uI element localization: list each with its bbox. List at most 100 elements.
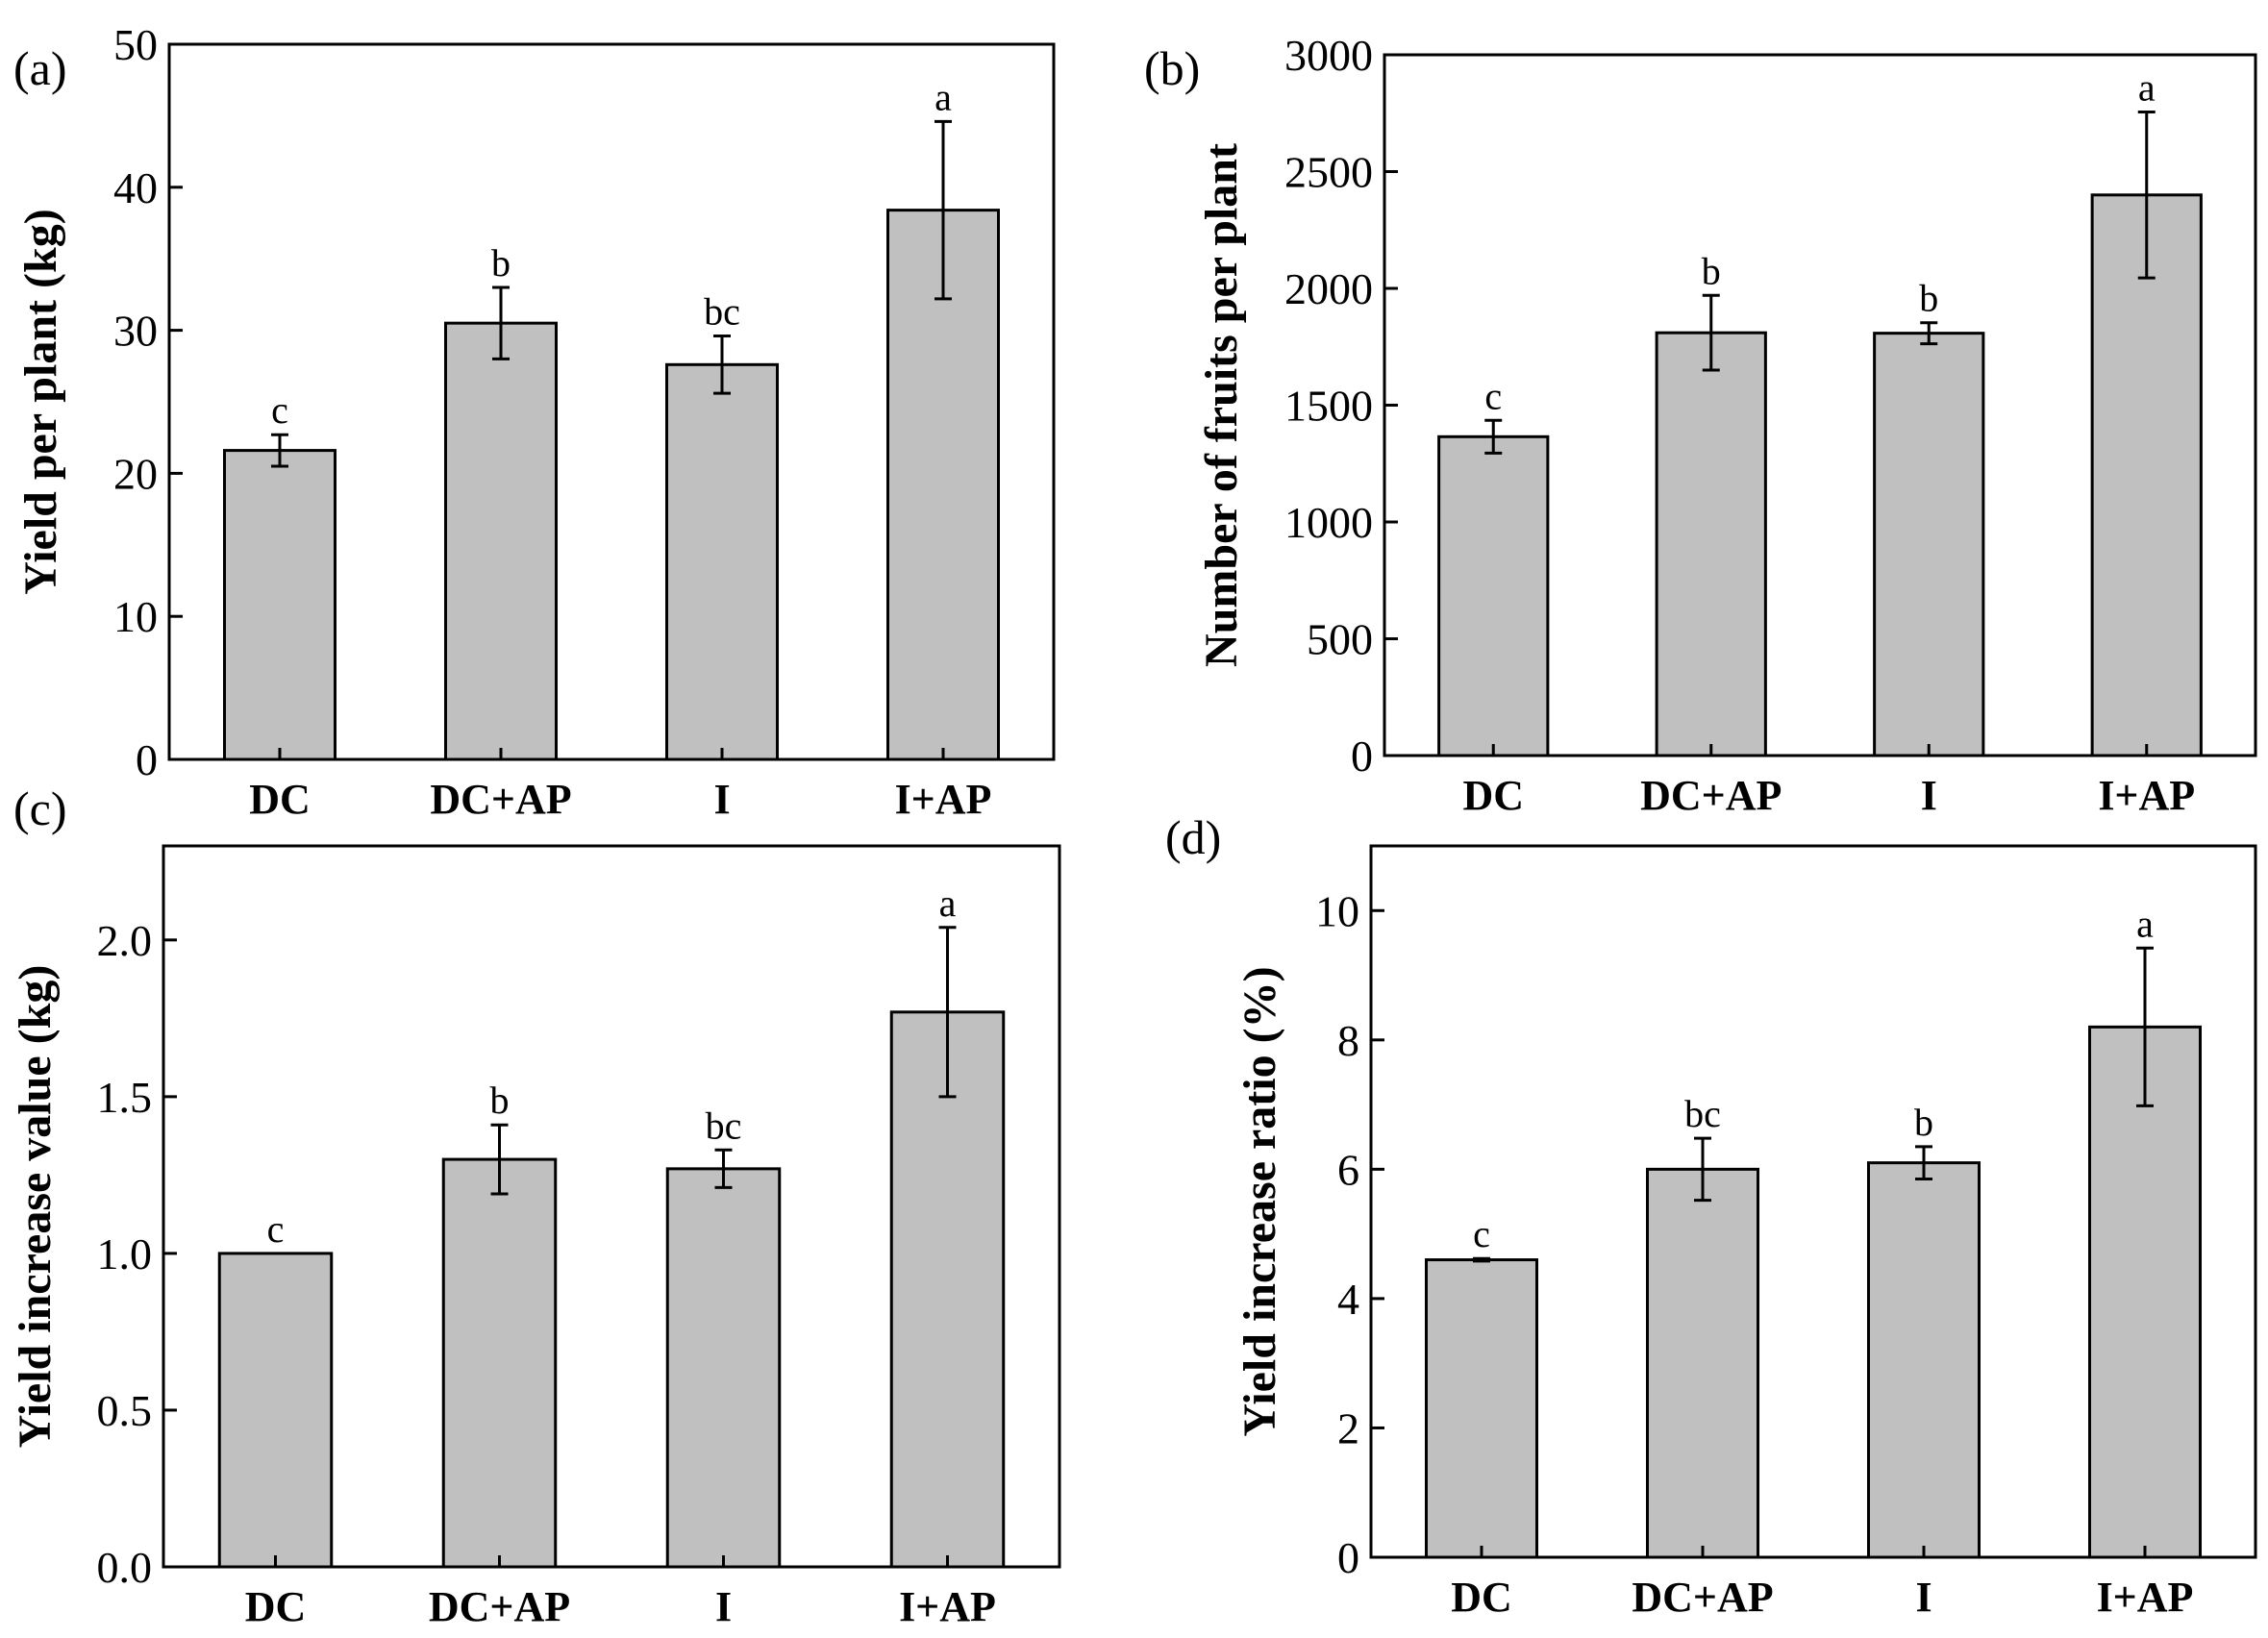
y-tick-label-a-5: 50: [113, 20, 158, 69]
bar-a-0: [223, 449, 336, 761]
y-tick-label-a-3: 30: [113, 307, 158, 356]
y-tick-label-b-5: 2500: [1284, 148, 1373, 197]
y-tick-label-a-4: 40: [113, 163, 158, 212]
error-bar-c-3: [938, 926, 957, 1099]
error-bar-b-1: [1702, 293, 1720, 372]
significance-label-c-0: c: [267, 1207, 285, 1251]
y-tick-label-b-3: 1500: [1284, 382, 1373, 431]
y-tick-label-b-1: 500: [1307, 615, 1373, 664]
bar-b-0: [1437, 434, 1550, 757]
y-tick-label-d-0: 0: [1337, 1533, 1359, 1582]
y-tick-label-c-4: 2.0: [97, 916, 153, 965]
y-axis-title-c: Yield increase value (kg): [10, 965, 61, 1449]
panel-label-b: (b): [1144, 41, 1200, 95]
y-tick-label-d-3: 6: [1337, 1145, 1359, 1194]
bar-c-1: [441, 1157, 558, 1569]
significance-label-d-2: b: [1914, 1101, 1933, 1144]
x-tick-label-a-0: DC: [249, 776, 311, 823]
y-tick-label-d-2: 4: [1337, 1275, 1359, 1324]
x-tick-label-b-1: DC+AP: [1640, 772, 1782, 819]
error-bar-d-3: [2136, 946, 2154, 1107]
error-bar-b-3: [2137, 111, 2156, 280]
panel-label-c: (c): [13, 782, 67, 835]
x-tick-label-b-0: DC: [1462, 772, 1524, 819]
y-tick-label-b-2: 1000: [1284, 498, 1373, 547]
y-tick-label-a-0: 0: [136, 735, 158, 784]
significance-label-a-0: c: [271, 388, 288, 432]
bar-d-0: [1425, 1258, 1538, 1559]
bar-a-1: [444, 321, 558, 761]
x-tick-label-d-0: DC: [1451, 1574, 1512, 1621]
x-tick-label-b-3: I+AP: [2098, 772, 2195, 819]
x-tick-label-d-2: I: [1915, 1574, 1932, 1621]
x-tick-label-c-3: I+AP: [899, 1583, 996, 1630]
significance-label-d-3: a: [2136, 902, 2154, 945]
significance-label-a-1: b: [491, 241, 511, 285]
plot-frame-a: [167, 42, 1056, 761]
plot-frame-c: [162, 844, 1061, 1569]
significance-label-c-2: bc: [706, 1104, 742, 1147]
panel-label-d: (d): [1165, 810, 1221, 864]
bar-c-3: [889, 1010, 1006, 1569]
y-tick-label-c-0: 0.0: [97, 1543, 153, 1592]
x-tick-label-a-1: DC+AP: [430, 776, 571, 823]
x-tick-label-d-1: DC+AP: [1632, 1574, 1773, 1621]
panel-a: (a) c DC b DC+AP bc Ia I+AP 0 10 20 30 40 50 Yield pe…: [13, 20, 1056, 823]
y-tick-label-c-3: 1.5: [97, 1073, 153, 1122]
y-tick-label-c-2: 1.0: [97, 1229, 153, 1278]
error-bar-b-2: [1920, 321, 1938, 346]
y-tick-label-a-2: 20: [113, 449, 158, 498]
error-bar-c-2: [714, 1148, 733, 1189]
y-tick-label-d-5: 10: [1315, 886, 1359, 935]
y-tick-label-b-4: 2000: [1284, 264, 1373, 313]
error-bar-d-2: [1915, 1145, 1932, 1180]
plot-frame-d: [1369, 844, 2257, 1559]
panel-d: (d) c DC bc DC+AP b Ia I+AP 0 2 4 6 8 10 Yield increa…: [1165, 810, 2257, 1621]
y-tick-label-b-0: 0: [1351, 732, 1373, 781]
panel-label-a: (a): [13, 41, 67, 95]
panel-b: (b) c DC b DC+AP b Ia I+AP 0 500 1000 1500 2000 2500…: [1144, 31, 2257, 819]
significance-label-d-1: bc: [1684, 1092, 1721, 1135]
significance-label-b-3: a: [2138, 66, 2156, 110]
bar-c-0: [217, 1252, 334, 1569]
significance-label-b-2: b: [1919, 277, 1938, 320]
x-tick-label-a-2: I: [713, 776, 730, 823]
error-bar-d-0: [1473, 1256, 1490, 1263]
x-tick-label-c-2: I: [715, 1583, 732, 1630]
y-tick-label-d-1: 2: [1337, 1403, 1359, 1452]
y-axis-title-b: Number of fruits per plant: [1196, 143, 1247, 667]
error-bar-d-1: [1694, 1136, 1711, 1203]
y-tick-label-a-1: 10: [113, 592, 158, 641]
error-bar-c-1: [490, 1123, 509, 1196]
bar-b-1: [1655, 331, 1767, 757]
error-bar-a-3: [935, 119, 952, 301]
bar-a-2: [665, 362, 779, 761]
y-tick-label-b-6: 3000: [1284, 31, 1373, 80]
significance-label-b-0: c: [1484, 374, 1502, 417]
error-bar-a-0: [271, 433, 288, 468]
x-tick-label-c-0: DC: [245, 1583, 307, 1630]
error-bar-a-1: [492, 285, 510, 360]
significance-label-d-0: c: [1473, 1212, 1490, 1255]
x-tick-label-b-2: I: [1921, 772, 1937, 819]
significance-label-a-3: a: [935, 75, 952, 118]
bar-b-2: [1873, 332, 1985, 757]
y-tick-label-d-4: 8: [1337, 1016, 1359, 1065]
significance-label-b-1: b: [1702, 249, 1721, 292]
significance-label-c-1: b: [490, 1079, 510, 1122]
bar-c-2: [665, 1167, 782, 1569]
y-tick-label-c-1: 0.5: [97, 1386, 153, 1435]
panel-c: (c) c DC b DC+AP bc Ia I+AP 0.0 0.5 1.0 1.5 2.0 Yiel…: [10, 782, 1061, 1630]
significance-label-a-2: bc: [704, 290, 740, 334]
x-tick-label-a-3: I+AP: [895, 776, 992, 823]
bar-d-1: [1646, 1167, 1759, 1559]
error-bar-a-2: [713, 335, 731, 395]
x-tick-label-c-1: DC+AP: [429, 1583, 570, 1630]
bar-d-2: [1867, 1161, 1981, 1559]
plot-frame-b: [1383, 53, 2257, 757]
error-bar-b-0: [1484, 418, 1503, 455]
y-axis-title-d: Yield increase ratio (%): [1234, 966, 1285, 1436]
x-tick-label-d-3: I+AP: [2097, 1574, 2194, 1621]
significance-label-c-3: a: [939, 881, 957, 925]
